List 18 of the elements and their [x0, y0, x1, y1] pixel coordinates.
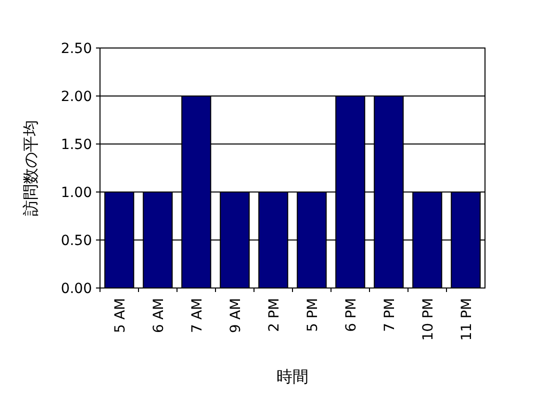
- x-tick-label: 5 PM: [304, 298, 321, 332]
- x-tick-label: 11 PM: [458, 298, 475, 341]
- x-tick-label: 10 PM: [420, 298, 436, 341]
- y-tick-label: 0.50: [60, 233, 92, 249]
- y-axis-title: 訪問数の平均: [21, 120, 40, 216]
- x-tick-label: 9 AM: [228, 298, 244, 334]
- y-tick-label: 1.00: [60, 185, 92, 201]
- x-tick-label: 6 AM: [150, 298, 167, 334]
- y-tick-label: 2.50: [60, 41, 92, 57]
- x-tick-label: 6 PM: [343, 298, 360, 332]
- x-tick-label: 2 PM: [266, 298, 282, 332]
- y-tick-label: 0.00: [60, 281, 92, 297]
- x-axis-title: 時間: [276, 367, 308, 386]
- x-tick-label: 7 PM: [382, 298, 398, 332]
- y-tick-label: 2.00: [60, 89, 92, 105]
- x-tick-label: 7 AM: [189, 298, 206, 334]
- y-tick-label: 1.50: [60, 137, 92, 153]
- x-tick-label: 5 AM: [112, 298, 128, 334]
